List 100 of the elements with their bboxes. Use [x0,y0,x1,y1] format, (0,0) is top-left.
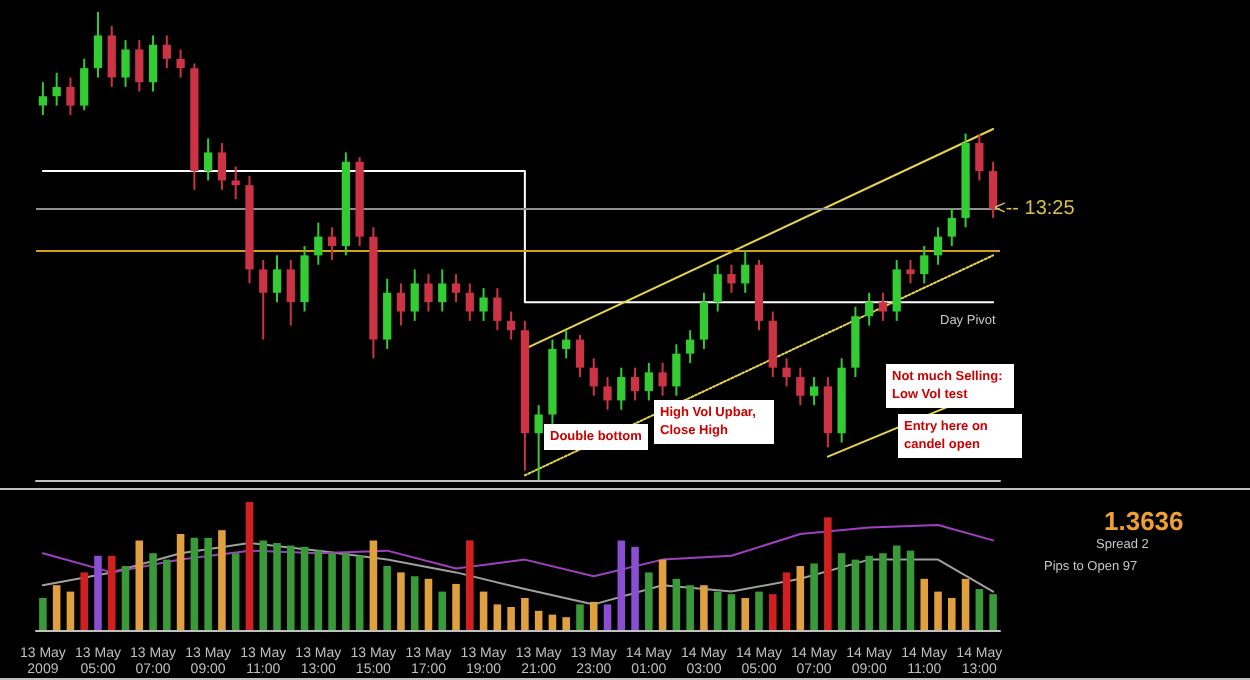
bar [438,591,447,630]
bar [52,585,61,630]
candlestick [865,291,874,327]
bar [727,594,736,630]
bar [218,530,226,630]
bar [507,606,515,630]
bar [107,555,116,630]
bar [989,594,997,630]
bar [713,591,722,630]
bar [163,559,171,630]
candlestick [658,362,667,397]
candlestick [947,207,956,247]
bar [355,555,364,630]
candlestick [727,263,736,294]
bar [686,585,694,630]
bar [631,546,639,630]
bar [259,540,268,630]
candlestick [148,34,158,93]
candlestick [892,259,901,322]
candlestick [699,291,709,350]
bar [741,598,750,630]
candlestick [438,268,447,313]
candlestick [796,366,805,407]
bar [176,534,185,630]
candlestick [506,310,516,341]
bar [755,591,763,630]
bar [782,572,791,630]
candlestick [630,366,640,402]
candlestick [424,273,433,313]
bar [837,553,846,630]
bar [410,576,419,630]
candlestick [906,259,915,285]
bar [562,617,570,630]
bar [204,537,212,630]
bar [810,563,818,630]
candlestick [782,357,791,388]
bar [645,572,653,630]
candlestick [617,366,626,411]
candlestick [410,268,419,322]
bar [39,598,47,630]
candlestick [603,376,612,411]
bar [768,594,777,630]
bar [589,601,598,630]
bar [493,604,502,630]
bar [397,572,405,630]
bar [231,553,240,630]
bar [452,583,460,630]
bar [576,604,584,630]
candlestick [534,404,543,481]
candlestick [162,34,171,70]
candlestick [272,254,282,304]
bar [548,614,557,630]
bar [286,545,295,630]
bar [948,598,956,630]
bar [466,540,474,630]
bar [534,610,543,630]
candlestick [809,376,819,407]
candlestick [878,291,888,322]
candlestick [562,329,571,360]
bar [934,591,942,630]
bar [479,591,488,630]
bar [672,578,681,630]
bar [424,578,433,630]
candlestick [768,310,777,379]
bar [617,540,626,630]
bar [80,572,88,630]
bar [700,585,708,630]
bar [273,542,281,630]
candlestick [575,333,585,379]
candlestick [93,11,103,79]
candlestick [38,81,48,116]
bar [245,502,254,630]
candlestick [823,376,832,449]
text: 1.3636 [1104,506,1184,536]
candlestick [451,273,461,304]
candlestick [493,287,502,332]
candlestick [121,39,130,88]
candlestick [920,245,929,285]
bar [328,553,336,630]
candlestick [66,76,75,116]
candlestick [644,362,653,402]
candlestick [217,142,227,191]
bar [521,598,529,630]
candlestick [300,245,309,313]
bar [865,555,873,630]
bar [135,540,144,630]
candlestick [107,25,116,88]
bar [658,559,667,630]
candlestick [396,282,406,327]
candlestick [975,132,984,182]
candlestick [135,39,144,93]
candlestick [314,221,323,266]
candlestick [988,160,998,219]
bar [314,550,323,630]
candlestick [231,165,240,201]
bar [66,591,75,630]
candlestick [204,137,213,182]
bar [824,517,832,630]
bar [796,566,805,630]
bar [906,550,915,630]
